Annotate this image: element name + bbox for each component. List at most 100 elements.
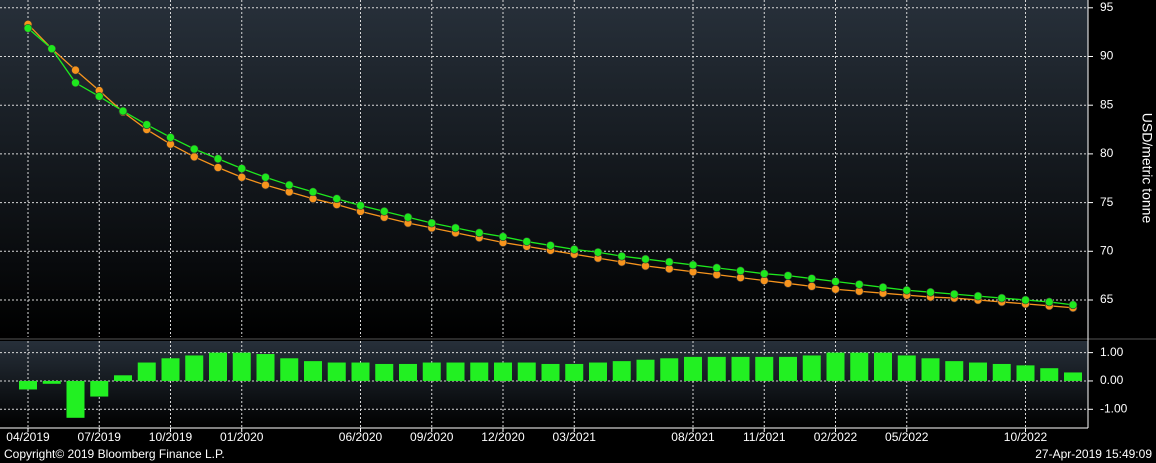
data-point <box>759 269 769 278</box>
x-tick-label: 04/2019 <box>6 430 50 444</box>
bar <box>327 362 346 381</box>
data-point <box>47 44 57 53</box>
timestamp: 27-Apr-2019 15:49:09 <box>1035 447 1152 461</box>
data-point <box>403 212 413 222</box>
x-tick-label: 06/2020 <box>339 430 383 444</box>
data-point <box>831 284 840 294</box>
data-point <box>593 247 603 257</box>
data-point <box>712 263 722 273</box>
bar <box>1040 368 1059 381</box>
bar <box>42 380 61 384</box>
bar <box>945 361 964 381</box>
data-point <box>831 277 840 286</box>
bar <box>470 362 489 381</box>
data-point <box>213 154 223 164</box>
bar <box>565 363 584 381</box>
bar <box>755 356 774 381</box>
y-tick-label: 85 <box>1100 97 1114 111</box>
data-point <box>783 279 793 288</box>
y-tick-label: 70 <box>1100 243 1114 257</box>
data-point <box>427 218 437 228</box>
bar <box>280 358 299 381</box>
bar <box>185 355 204 381</box>
bar <box>612 361 631 381</box>
bar <box>921 358 940 381</box>
data-point <box>973 291 983 301</box>
data-point <box>474 228 484 238</box>
x-tick-label: 10/2022 <box>1004 430 1048 444</box>
bar <box>399 363 417 381</box>
x-tick-label: 05/2022 <box>885 430 929 444</box>
bar <box>992 363 1011 381</box>
bar <box>66 380 85 418</box>
y-tick-label: 65 <box>1100 292 1114 306</box>
x-tick-label: 01/2020 <box>220 430 264 444</box>
data-point <box>261 180 270 190</box>
bar <box>114 375 132 381</box>
data-point <box>878 283 888 292</box>
y-tick-label: 0.00 <box>1100 373 1124 387</box>
y-tick-label: 80 <box>1100 146 1114 160</box>
data-point <box>284 180 294 190</box>
data-point <box>1068 300 1078 310</box>
bar <box>589 362 607 381</box>
data-point <box>237 172 247 182</box>
bar <box>137 362 156 381</box>
x-tick-label: 02/2022 <box>814 430 858 444</box>
data-point <box>1021 295 1030 305</box>
data-point <box>997 293 1007 303</box>
bar <box>802 355 821 381</box>
y-tick-label: 75 <box>1100 195 1114 209</box>
data-point <box>356 201 365 210</box>
bar <box>446 362 465 381</box>
data-point <box>213 163 223 172</box>
data-point <box>94 92 104 101</box>
data-point <box>546 241 555 250</box>
x-tick-label: 03/2021 <box>553 430 597 444</box>
bar <box>209 352 227 381</box>
bar <box>304 361 322 381</box>
data-point <box>118 106 128 116</box>
bar <box>90 380 109 397</box>
bar <box>517 362 536 381</box>
bar <box>1016 365 1035 381</box>
data-point <box>379 207 389 216</box>
data-point <box>949 289 959 299</box>
data-point <box>807 282 817 291</box>
copyright: Copyright© 2019 Bloomberg Finance L.P. <box>4 447 225 461</box>
bar <box>256 354 275 381</box>
x-tick-label: 09/2020 <box>410 430 454 444</box>
data-point <box>688 260 698 270</box>
plot-bg <box>0 341 1088 428</box>
x-tick-label: 07/2019 <box>78 430 122 444</box>
y-tick-label: 95 <box>1100 0 1114 14</box>
x-tick-label: 11/2021 <box>743 430 786 444</box>
data-point <box>617 251 627 261</box>
bar <box>731 356 750 381</box>
x-tick-label: 12/2020 <box>481 430 525 444</box>
bar <box>1064 372 1082 381</box>
data-point <box>189 152 199 162</box>
bar <box>707 356 726 381</box>
data-point <box>71 65 80 75</box>
data-point <box>736 266 745 276</box>
data-point <box>1044 297 1054 307</box>
y-tick-label: 90 <box>1100 49 1114 63</box>
bar <box>351 362 370 381</box>
data-point <box>569 245 579 254</box>
data-point <box>23 23 33 33</box>
bar <box>826 352 845 381</box>
data-point <box>308 187 318 197</box>
data-point <box>142 120 152 129</box>
bar <box>19 380 37 390</box>
bar <box>161 358 180 381</box>
bar <box>232 352 251 381</box>
data-point <box>807 274 817 283</box>
y-axis-label: USD/metric tonne <box>1139 113 1155 224</box>
plot-bg <box>0 0 1088 337</box>
data-point <box>926 287 935 297</box>
bar <box>684 356 702 381</box>
data-point <box>641 254 650 264</box>
